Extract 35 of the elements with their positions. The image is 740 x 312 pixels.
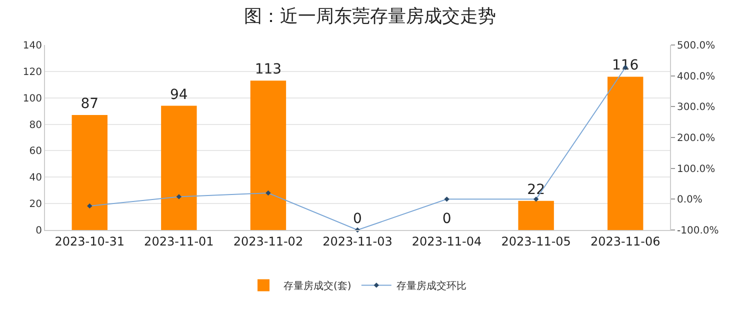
data-label: 113 bbox=[254, 62, 282, 78]
y-tick-label: 100 bbox=[22, 93, 42, 104]
y2-tick-label: 0.0% bbox=[677, 194, 702, 206]
data-label: 94 bbox=[170, 86, 188, 103]
y-tick-label: 140 bbox=[22, 40, 42, 52]
y-tick-label: 40 bbox=[29, 172, 42, 184]
y2-tick-label: -100.0% bbox=[677, 226, 719, 236]
chart-title: 图：近一周东莞存量房成交走势 bbox=[244, 6, 496, 27]
data-label: 87 bbox=[80, 96, 99, 112]
x-tick-label: 2023-11-06 bbox=[590, 234, 660, 248]
y-tick-label: 80 bbox=[29, 120, 42, 131]
x-tick-label: 2023-11-03 bbox=[322, 234, 392, 248]
x-tick-label: 2023-11-05 bbox=[501, 234, 571, 248]
bar bbox=[608, 76, 644, 230]
y2-tick-label: 300.0% bbox=[677, 102, 716, 114]
bar bbox=[518, 200, 554, 230]
data-label: 0 bbox=[442, 211, 452, 227]
y2-tick-label: 400.0% bbox=[677, 71, 716, 82]
bar bbox=[161, 106, 197, 230]
x-tick-label: 2023-11-04 bbox=[412, 234, 482, 248]
y-tick-label: 0 bbox=[36, 226, 42, 236]
y2-tick-label: 500.0% bbox=[677, 40, 716, 52]
y-tick-label: 20 bbox=[29, 199, 42, 210]
y-tick-label: 120 bbox=[22, 66, 42, 78]
bar bbox=[250, 80, 286, 230]
x-tick-label: 2023-11-02 bbox=[233, 234, 304, 248]
legend-label: 存量房成交(套) bbox=[284, 280, 352, 292]
y-tick-label: 60 bbox=[29, 146, 42, 158]
bar bbox=[72, 115, 108, 230]
legend-label: 存量房成交环比 bbox=[396, 280, 466, 292]
x-tick-label: 2023-10-31 bbox=[54, 234, 125, 248]
y2-tick-label: 200.0% bbox=[677, 133, 716, 144]
x-tick-label: 2023-11-01 bbox=[144, 234, 214, 248]
data-label: 0 bbox=[353, 211, 362, 227]
y2-tick-label: 100.0% bbox=[677, 164, 716, 175]
